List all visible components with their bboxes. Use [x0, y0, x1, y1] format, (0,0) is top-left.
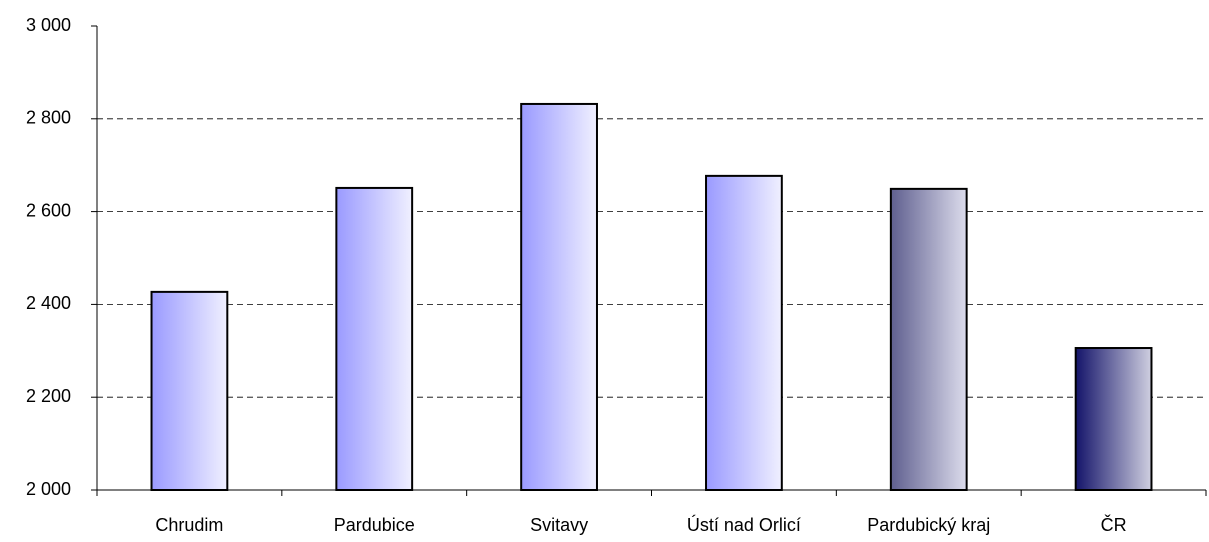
y-tick-label: 2 200: [26, 386, 71, 406]
x-tick-label: Ústí nad Orlicí: [687, 514, 801, 535]
bar: [335, 186, 414, 491]
x-tick-label: Pardubický kraj: [867, 515, 990, 535]
y-tick-label: 3 000: [26, 15, 71, 35]
y-tick-label: 2 600: [26, 200, 71, 220]
x-tick-label: Svitavy: [530, 515, 588, 535]
bar: [150, 290, 229, 492]
y-tick-label: 2 800: [26, 108, 71, 128]
bar: [705, 174, 783, 491]
y-tick-label: 2 400: [26, 293, 71, 313]
x-tick-label: Pardubice: [334, 515, 415, 535]
x-tick-label: Chrudim: [155, 515, 223, 535]
bar: [520, 102, 598, 492]
y-tick-label: 2 000: [26, 479, 71, 499]
x-tick-label: ČR: [1101, 514, 1127, 535]
bar: [889, 187, 968, 491]
bar: [1074, 347, 1153, 491]
